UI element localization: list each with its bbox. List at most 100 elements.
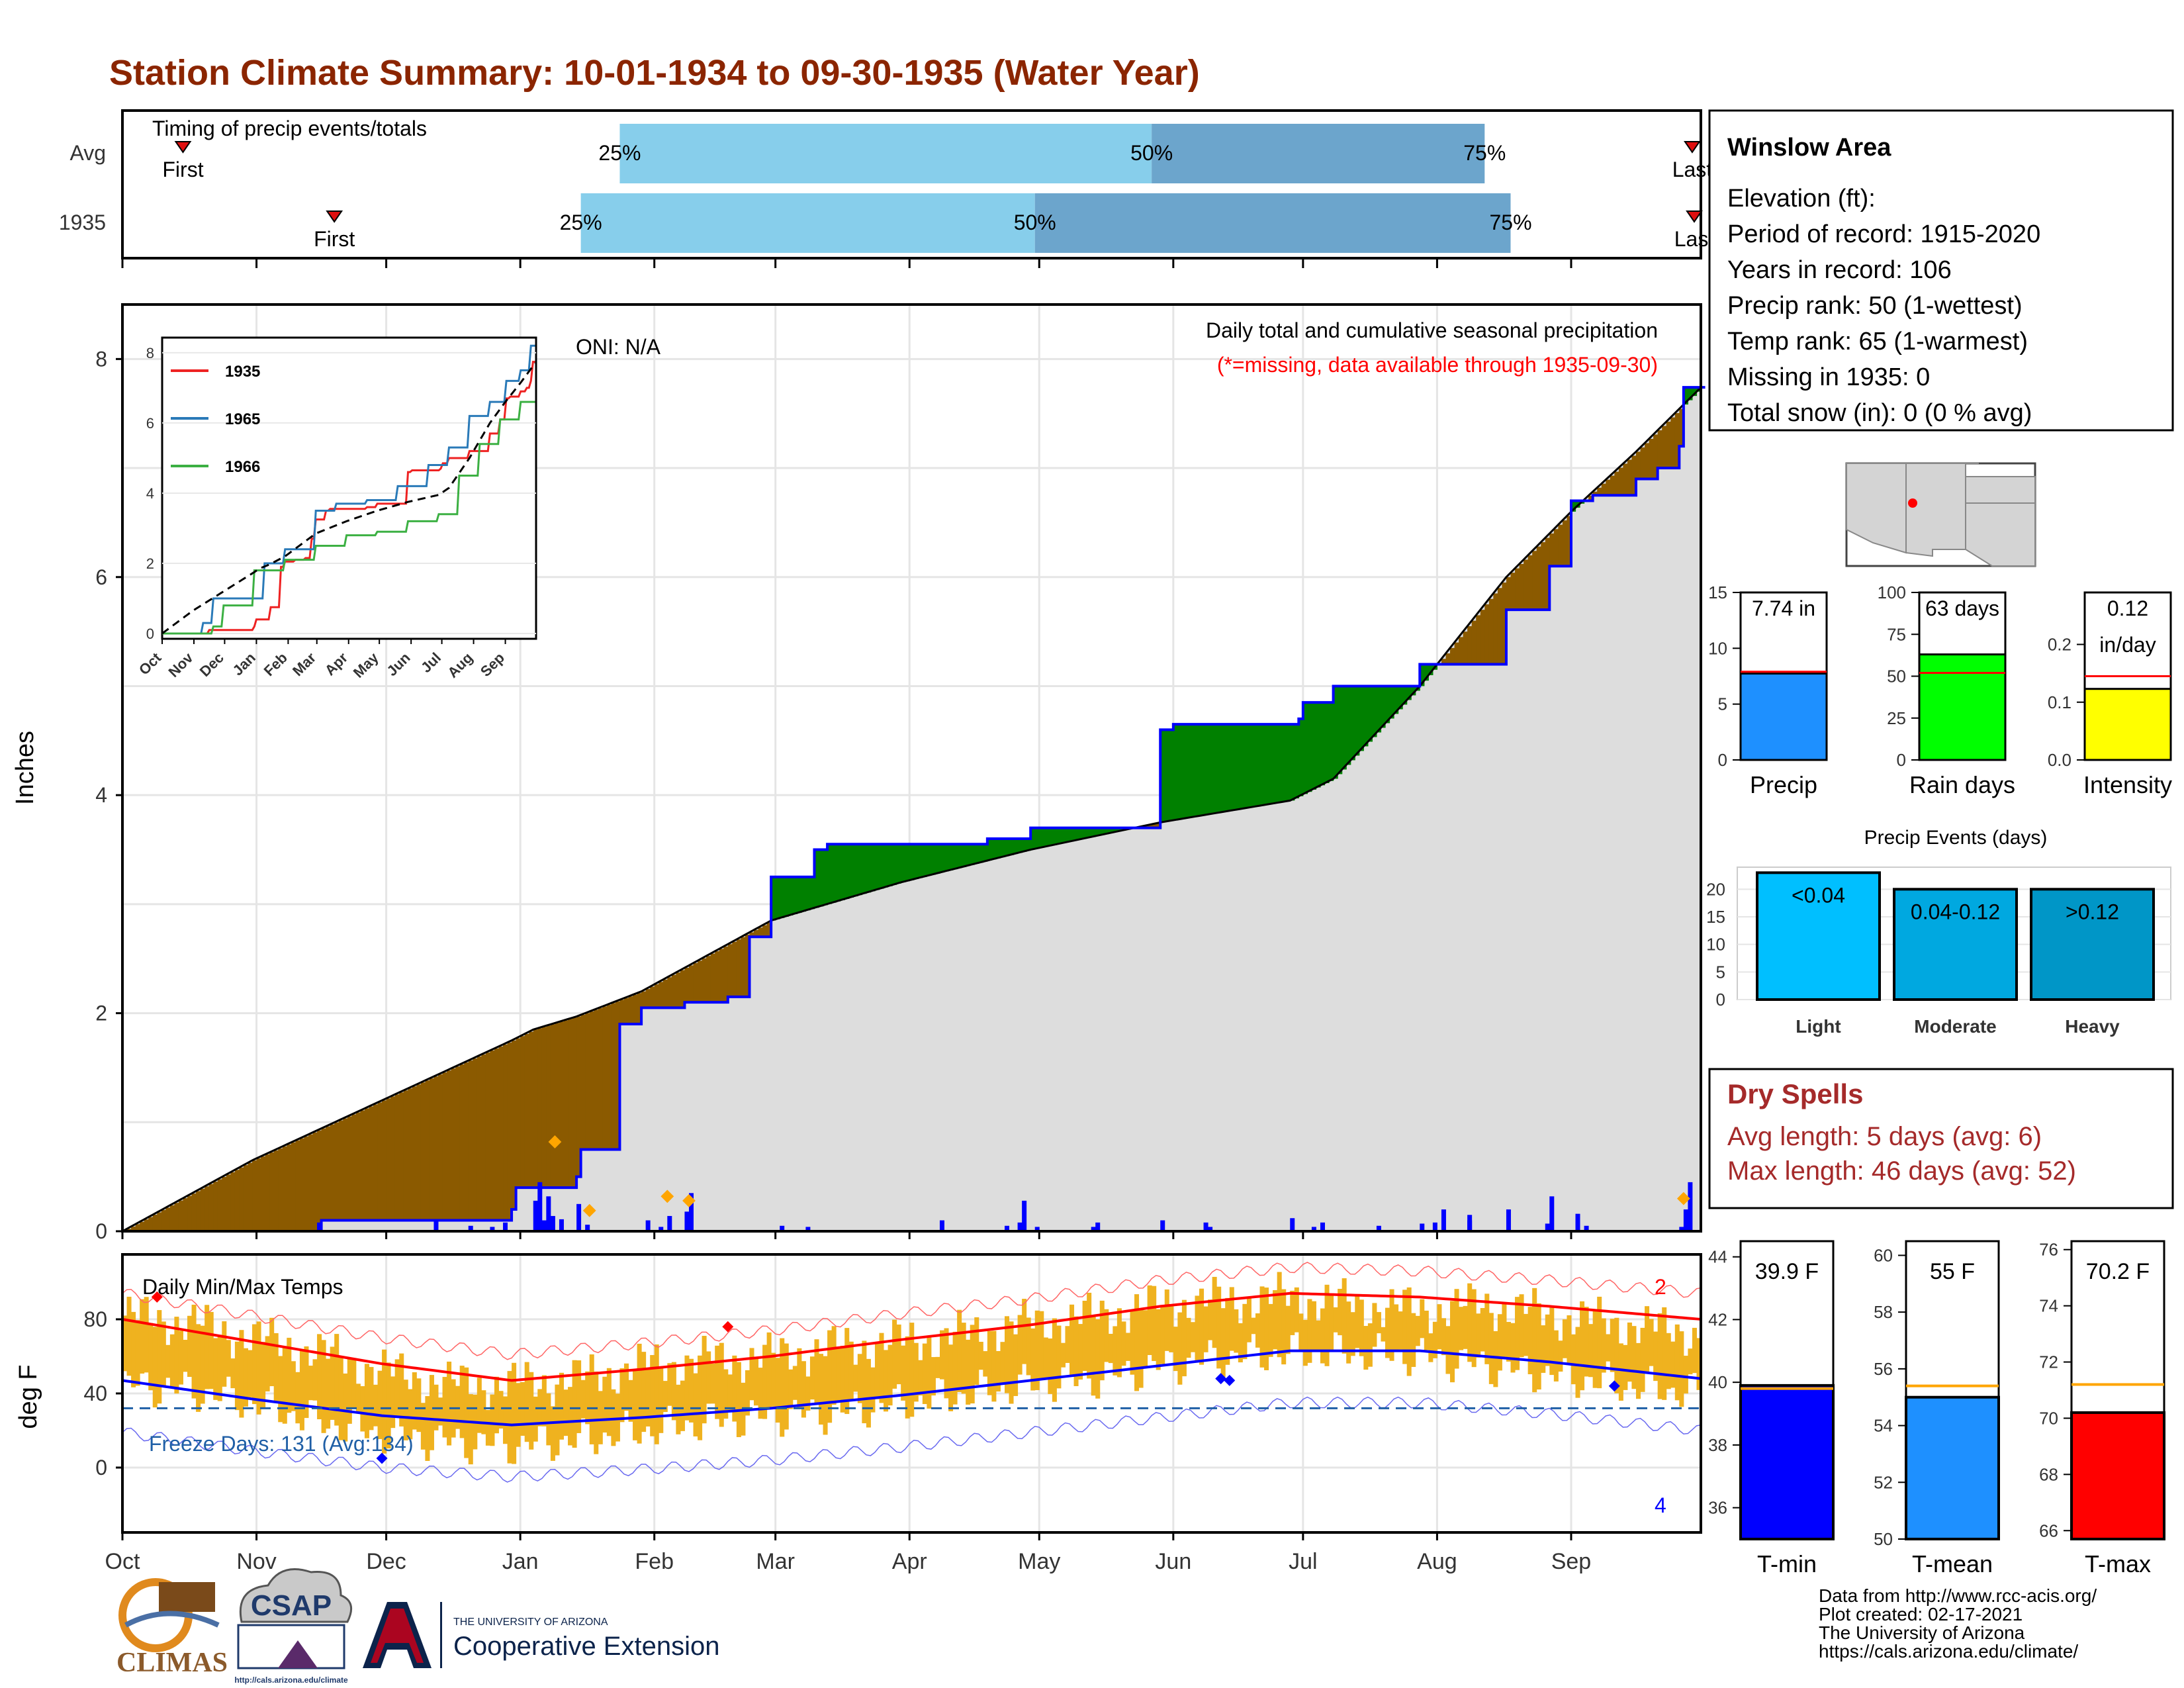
daily-temp-range-bar	[165, 1344, 171, 1378]
daily-temp-range-bar	[183, 1339, 188, 1372]
surplus-fill	[991, 839, 997, 860]
daily-temp-range-bar	[1398, 1311, 1403, 1350]
daily-temp-range-bar	[1696, 1338, 1702, 1390]
temp-bar-ytick: 72	[2039, 1352, 2058, 1372]
daily-temp-range-bar	[944, 1328, 949, 1399]
deficit-fill	[1623, 463, 1628, 496]
timing-p50-label: 50%	[1130, 141, 1173, 165]
daily-temp-range-bar	[706, 1351, 711, 1404]
surplus-fill	[1009, 839, 1014, 855]
deficit-fill	[269, 1152, 275, 1231]
daily-temp-range-bar	[1324, 1284, 1330, 1366]
daily-temp-range-bar	[1065, 1326, 1070, 1363]
deficit-fill	[1450, 647, 1455, 665]
daily-temp-range-bar	[966, 1339, 971, 1405]
daily-precip-bar	[1688, 1182, 1693, 1231]
surplus-fill	[935, 844, 940, 874]
surplus-fill	[1000, 839, 1005, 858]
month-label: Nov	[236, 1549, 276, 1574]
daily-temp-range-bar	[693, 1373, 698, 1436]
daily-temp-range-bar	[1606, 1334, 1611, 1362]
daily-temp-range-bar	[291, 1361, 296, 1411]
daily-precip-bar	[1549, 1196, 1555, 1231]
deficit-fill	[299, 1138, 305, 1231]
surplus-fill	[1220, 724, 1226, 812]
average-cumulative-area	[122, 387, 1701, 1231]
temp-title: Daily Min/Max Temps	[142, 1275, 343, 1299]
daily-temp-range-bar	[978, 1342, 983, 1370]
daily-temp-range-bar	[1549, 1307, 1555, 1376]
daily-temp-range-bar	[814, 1339, 819, 1405]
logos-row: CLIMAS CSAP http://cals.arizona.edu/clim…	[116, 1568, 719, 1685]
surplus-fill	[961, 844, 966, 867]
surplus-fill	[1043, 827, 1048, 847]
temp-bar-ytick: 58	[1874, 1302, 1893, 1322]
daily-temp-range-bar	[1177, 1312, 1183, 1385]
surplus-fill	[879, 844, 884, 889]
daily-temp-range-bar	[688, 1358, 694, 1423]
deficit-fill	[719, 949, 724, 1003]
surplus-fill	[874, 844, 880, 890]
daily-temp-range-bar	[1060, 1342, 1066, 1368]
daily-temp-range-bar	[935, 1356, 940, 1378]
deficit-fill	[217, 1179, 222, 1231]
deficit-fill	[1614, 471, 1619, 496]
deficit-fill	[762, 925, 768, 937]
surplus-fill	[1082, 827, 1087, 839]
daily-temp-range-bar	[788, 1369, 794, 1409]
month-label: Jan	[502, 1549, 539, 1574]
event-bar-label: >0.12	[2066, 900, 2119, 923]
inset-xtick: Aug	[444, 649, 476, 681]
deficit-fill	[633, 994, 638, 1025]
daily-precip-bar	[1506, 1209, 1511, 1231]
mini-bar-Precip	[1739, 672, 1828, 761]
daily-temp-range-bar	[896, 1324, 901, 1385]
deficit-fill	[1480, 610, 1485, 665]
daily-temp-range-bar	[248, 1350, 253, 1397]
timing-first-marker-icon	[174, 141, 192, 154]
daily-temp-range-bar	[169, 1334, 175, 1387]
daily-temp-range-bar	[887, 1344, 893, 1406]
daily-temp-range-bar	[995, 1350, 1001, 1392]
surplus-fill	[1039, 827, 1044, 848]
snow-marker-icon	[1676, 1192, 1690, 1205]
daily-temp-range-bar	[961, 1323, 966, 1394]
daily-temp-range-bar	[1316, 1320, 1321, 1352]
daily-temp-range-bar	[1095, 1319, 1101, 1399]
surplus-fill	[1311, 702, 1317, 790]
daily-precip-bar	[533, 1200, 538, 1231]
daily-temp-range-bar	[420, 1403, 426, 1450]
deficit-fill	[645, 989, 651, 1008]
deficit-fill	[1666, 422, 1671, 469]
inset-ytick: 4	[146, 485, 154, 502]
mini-bar-ytick: 15	[1708, 583, 1727, 602]
daily-precip-bar	[546, 1196, 551, 1231]
deficit-fill	[1463, 632, 1468, 665]
surplus-fill	[805, 876, 811, 911]
climas-swoosh-icon	[124, 1611, 220, 1628]
temp-bar-label: T-min	[1757, 1550, 1817, 1577]
surplus-fill	[1329, 702, 1334, 781]
daily-precip-bar	[1203, 1222, 1208, 1231]
deficit-fill	[248, 1162, 253, 1231]
surplus-fill	[1688, 387, 1693, 400]
surplus-fill	[1302, 702, 1308, 794]
daily-precip-bar	[1376, 1225, 1381, 1231]
daily-temp-range-bar	[1069, 1304, 1075, 1377]
daily-temp-range-bar	[805, 1376, 811, 1411]
daily-temp-range-bar	[1212, 1276, 1217, 1348]
event-bar-Moderate	[1893, 888, 2018, 1002]
surplus-fill	[1376, 686, 1382, 733]
daily-precip-bar	[659, 1227, 664, 1231]
daily-temp-range-bar	[152, 1327, 158, 1408]
deficit-fill	[576, 1016, 582, 1177]
daily-temp-range-bar	[1143, 1310, 1148, 1368]
deficit-fill	[390, 1096, 396, 1221]
daily-temp-range-bar	[1381, 1327, 1386, 1342]
daily-temp-range-bar	[892, 1319, 897, 1389]
daily-temp-range-bar	[464, 1367, 469, 1458]
deficit-fill	[1653, 434, 1659, 479]
daily-temp-range-bar	[347, 1359, 352, 1424]
daily-temp-range-bar	[1527, 1307, 1533, 1374]
mini-bar-label: Precip	[1750, 771, 1817, 798]
